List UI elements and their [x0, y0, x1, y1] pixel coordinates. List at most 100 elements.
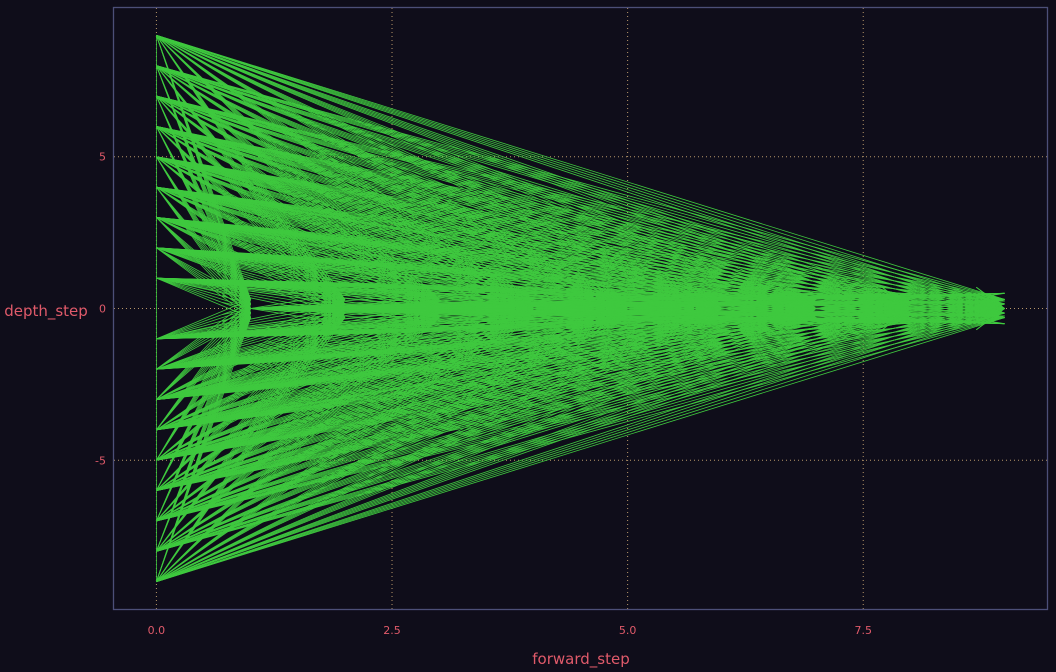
edge-line: [721, 292, 911, 309]
edge-line: [156, 277, 251, 305]
edge-line: [156, 156, 346, 314]
edge-line: [156, 125, 722, 305]
edge-line: [156, 312, 1005, 552]
edge-line: [250, 292, 345, 309]
edge-line: [787, 308, 817, 323]
edge-line: [156, 95, 440, 314]
edge-line: [410, 308, 440, 331]
x-tick-labels: 0.0 2.5 5.0 7.5: [148, 624, 872, 637]
edge-line: [156, 35, 346, 300]
edge-line: [439, 308, 534, 325]
edge-line: [156, 34, 911, 314]
edge-line: [156, 65, 723, 318]
edge-line: [156, 95, 817, 318]
edge-line: [156, 317, 1005, 400]
edge-line: [693, 308, 722, 315]
edge-line: [156, 277, 251, 309]
edge-line: [439, 292, 534, 309]
edge-line: [156, 317, 1005, 461]
edge-line: [533, 292, 628, 309]
edge-line: [156, 312, 440, 461]
edge-line: [156, 95, 911, 300]
edge-line: [816, 300, 1005, 309]
edge-line: [505, 308, 534, 315]
edge-line: [156, 95, 440, 305]
edge-line: [627, 308, 722, 325]
edge-line: [881, 302, 911, 309]
edge-line: [156, 34, 1005, 305]
edge-line: [976, 308, 1005, 323]
edge-line: [156, 95, 440, 309]
edge-line: [881, 308, 911, 331]
edge-line: [156, 247, 251, 318]
y-tick-labels: -5 0 5: [95, 151, 106, 468]
edge-line: [156, 308, 1005, 431]
edge-line: [156, 156, 251, 314]
edge-line: [504, 308, 534, 323]
edge-line: [156, 34, 911, 318]
edge-line: [156, 65, 628, 318]
edge-line: [156, 317, 1005, 431]
edge-line: [316, 308, 345, 315]
edge-line: [156, 65, 346, 305]
edge-line: [156, 312, 1005, 400]
edge-line: [156, 34, 628, 314]
edge-line: [156, 34, 1005, 300]
edge-line: [156, 95, 252, 300]
edge-line: [156, 308, 1005, 522]
edge-line: [787, 308, 817, 331]
edge-line: [156, 34, 534, 318]
edge-line: [976, 308, 1005, 315]
edge-line: [344, 308, 440, 325]
edge-line: [156, 186, 628, 314]
edge-line: [156, 156, 440, 305]
edge-line: [156, 34, 534, 309]
edge-line: [156, 95, 534, 309]
edge-line: [222, 294, 251, 309]
edge-line: [156, 308, 251, 431]
edge-line: [156, 308, 1005, 492]
edge-line: [156, 186, 628, 318]
edge-line: [156, 65, 346, 314]
edge-line: [156, 65, 534, 314]
edge-line: [910, 308, 1005, 317]
edge-line: [156, 126, 346, 314]
edge-line: [156, 34, 628, 318]
edge-line: [787, 286, 817, 309]
edge-line: [156, 34, 817, 314]
edge-line: [627, 292, 817, 309]
edge-line: [344, 292, 534, 309]
edge-line: [156, 65, 911, 300]
edge-line: [250, 308, 440, 325]
x-tick-label: 7.5: [854, 624, 872, 637]
edge-line: [156, 95, 723, 318]
edge-line: [439, 292, 628, 309]
edge-line: [816, 308, 1005, 317]
edge-line: [156, 126, 346, 318]
edge-line: [156, 156, 251, 305]
edge-line: [156, 303, 1005, 583]
edge-line: [156, 126, 628, 318]
edge-line: [316, 286, 346, 309]
edge-line: [156, 186, 534, 314]
edge-line: [156, 186, 722, 314]
edge-line: [156, 35, 440, 309]
edge-line: [156, 95, 1005, 318]
edge-line: [156, 317, 911, 583]
edge-line: [156, 156, 346, 309]
edge-line: [156, 317, 723, 583]
edge-line: [222, 308, 251, 323]
edge-line: [787, 302, 817, 309]
edge-line: [599, 286, 628, 309]
edge-line: [156, 186, 251, 314]
edge-line: [156, 303, 1005, 461]
edge-line: [156, 317, 1005, 583]
edge-line: [156, 95, 346, 309]
edge-line: [599, 294, 628, 309]
edge-line: [599, 308, 628, 323]
edge-line: [504, 308, 534, 331]
edge-line: [156, 156, 534, 309]
edge-line: [156, 34, 628, 300]
edge-line: [156, 34, 534, 314]
edge-line: [881, 286, 911, 309]
